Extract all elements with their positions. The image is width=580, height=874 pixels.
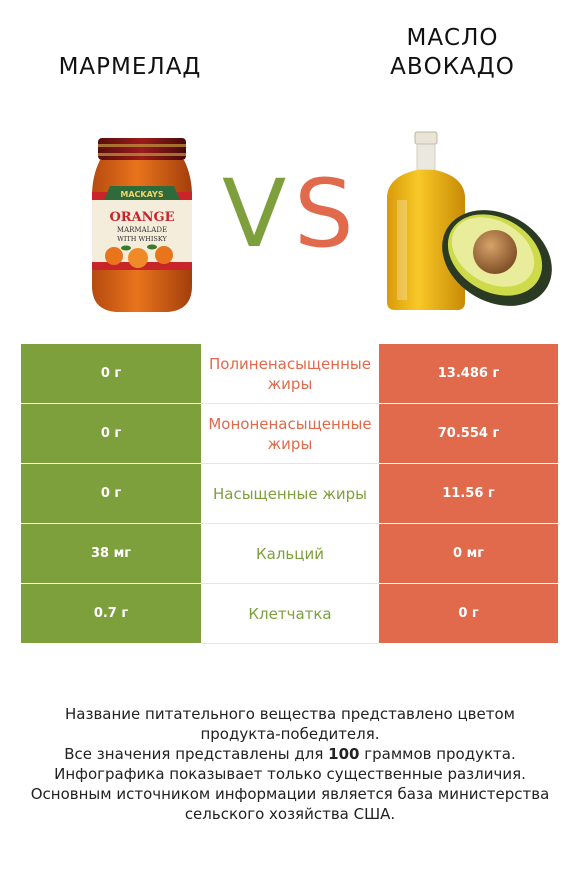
left-product-title: МАРМЕЛАД: [58, 54, 202, 80]
table-row: 0.7 г Клетчатка 0 г: [21, 584, 558, 644]
vs-letter-s: S: [294, 160, 354, 269]
right-value: 0 мг: [379, 524, 558, 584]
footer-line6: сельского хозяйства США.: [184, 805, 396, 823]
footer-amount: 100: [328, 745, 360, 763]
nutrient-name: Кальций: [201, 524, 379, 584]
left-value: 38 мг: [21, 524, 201, 584]
left-value: 0 г: [21, 464, 201, 524]
left-value: 0 г: [21, 344, 201, 404]
nutrient-label: Полиненасыщенные жиры: [209, 354, 371, 393]
table-row: 38 мг Кальций 0 мг: [21, 524, 558, 584]
avocado-oil-image: [385, 130, 560, 315]
table-row: 0 г Полиненасыщенные жиры 13.486 г: [21, 344, 558, 404]
right-product-title-line1: МАСЛО: [406, 25, 499, 51]
footer-line4: Инфографика показывает только существенн…: [54, 765, 526, 783]
footer-notes: Название питательного вещества представл…: [20, 704, 560, 824]
jar-line3: WITH WHISKY: [117, 235, 167, 243]
right-value: 13.486 г: [379, 344, 558, 404]
footer-line3: Все значения представлены для 100 граммо…: [64, 745, 516, 763]
footer-line5: Основным источником информации является …: [30, 785, 550, 803]
nutrient-label: Насыщенные жиры: [213, 484, 367, 503]
footer-line1: Название питательного вещества представл…: [65, 705, 515, 723]
right-product-title: МАСЛО АВОКАДО: [350, 24, 555, 82]
nutrient-label: Мононенасыщенные жиры: [208, 414, 372, 453]
nutrient-name: Полиненасыщенные жиры: [201, 344, 379, 404]
nutrient-name: Клетчатка: [201, 584, 379, 644]
right-value: 11.56 г: [379, 464, 558, 524]
table-row: 0 г Насыщенные жиры 11.56 г: [21, 464, 558, 524]
table-row: 0 г Мононенасыщенные жиры 70.554 г: [21, 404, 558, 464]
nutrient-label: Клетчатка: [248, 604, 332, 623]
nutrient-name: Насыщенные жиры: [201, 464, 379, 524]
left-value: 0.7 г: [21, 584, 201, 644]
right-product-title-line2: АВОКАДО: [390, 54, 515, 80]
right-value: 0 г: [379, 584, 558, 644]
marmalade-jar-image: MACKAYS ORANGE MARMALADE WITH WHISKY: [88, 136, 196, 314]
footer-line2: продукта-победителя.: [200, 725, 380, 743]
right-value: 70.554 г: [379, 404, 558, 464]
left-value: 0 г: [21, 404, 201, 464]
jar-line2: MARMALADE: [117, 226, 167, 234]
nutrient-name: Мононенасыщенные жиры: [201, 404, 379, 464]
jar-brand: MACKAYS: [120, 190, 163, 199]
nutrient-label: Кальций: [256, 544, 324, 563]
vs-letter-v: V: [222, 160, 287, 269]
jar-line1: ORANGE: [109, 210, 174, 225]
